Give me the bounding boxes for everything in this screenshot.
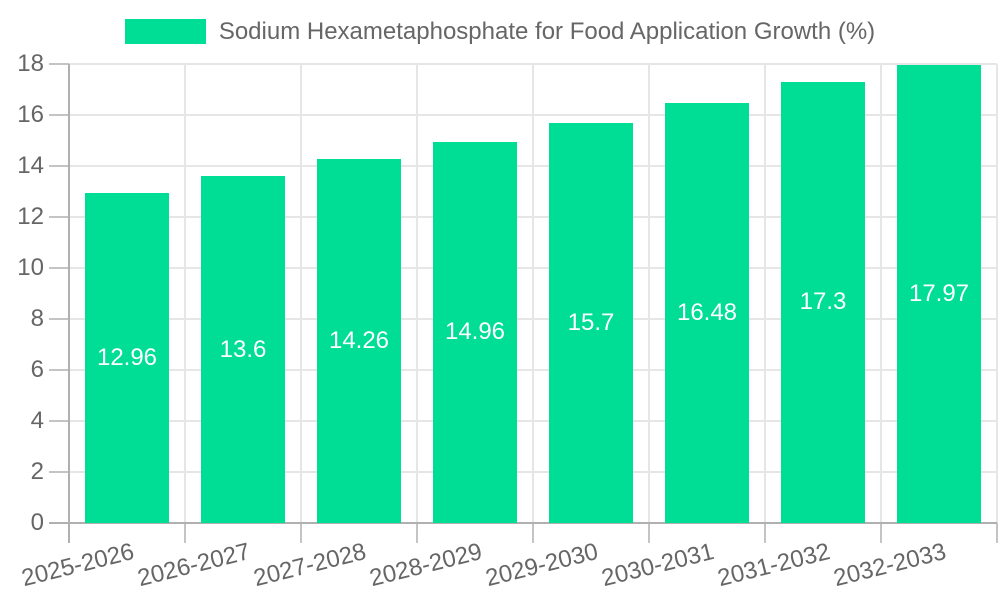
bar-value-label: 17.3 xyxy=(799,288,847,316)
bar xyxy=(317,159,401,523)
x-gridline xyxy=(300,64,302,523)
y-tick-label: 16 xyxy=(17,101,44,128)
x-gridline xyxy=(764,64,766,523)
x-tick xyxy=(648,523,650,543)
x-tick xyxy=(184,523,186,543)
y-tick xyxy=(49,63,69,65)
y-tick xyxy=(49,216,69,218)
y-tick xyxy=(49,420,69,422)
y-tick-label: 8 xyxy=(30,305,44,332)
y-tick xyxy=(49,369,69,371)
bar xyxy=(201,176,285,523)
bar xyxy=(781,81,865,523)
y-tick-label: 12 xyxy=(17,203,44,230)
x-tick xyxy=(532,523,534,543)
x-tick-label: 2028-2029 xyxy=(367,538,486,593)
bar-value-label: 14.26 xyxy=(328,327,390,355)
x-tick-label: 2027-2028 xyxy=(251,538,370,593)
y-tick-label: 2 xyxy=(30,458,44,485)
bar-value-label: 14.96 xyxy=(444,318,506,346)
x-gridline xyxy=(532,64,534,523)
x-tick-label: 2026-2027 xyxy=(135,538,254,593)
x-tick-label: 2032-2033 xyxy=(831,538,950,593)
x-gridline xyxy=(648,64,650,523)
x-tick xyxy=(300,523,302,543)
bar xyxy=(897,64,981,523)
bar xyxy=(85,192,169,523)
x-axis-line xyxy=(49,522,997,524)
x-tick-label: 2031-2032 xyxy=(715,538,834,593)
y-tick-label: 4 xyxy=(30,407,44,434)
x-tick-label: 2030-2031 xyxy=(599,538,718,593)
legend-swatch xyxy=(124,19,206,44)
x-tick-label: 2025-2026 xyxy=(19,538,138,593)
y-tick-label: 6 xyxy=(30,356,44,383)
y-tick-label: 10 xyxy=(17,254,44,281)
x-tick xyxy=(416,523,418,543)
y-tick-label: 0 xyxy=(30,509,44,536)
legend-label: Sodium Hexametaphosphate for Food Applic… xyxy=(218,18,876,45)
bar xyxy=(433,141,517,523)
y-tick xyxy=(49,471,69,473)
x-tick-label: 2029-2030 xyxy=(483,538,602,593)
bar-value-label: 16.48 xyxy=(676,298,738,326)
y-tick-label: 14 xyxy=(17,152,44,179)
bar-value-label: 17.97 xyxy=(908,279,970,307)
y-tick xyxy=(49,114,69,116)
bar-value-label: 13.6 xyxy=(219,335,267,363)
y-axis-line xyxy=(68,64,70,543)
y-tick-label: 18 xyxy=(17,50,44,77)
x-gridline xyxy=(184,64,186,523)
bar xyxy=(549,122,633,523)
bar-value-label: 15.7 xyxy=(567,308,615,336)
bar-value-label: 12.96 xyxy=(96,343,158,371)
x-gridline xyxy=(880,64,882,523)
y-tick xyxy=(49,165,69,167)
bar xyxy=(665,102,749,523)
chart-legend[interactable]: Sodium Hexametaphosphate for Food Applic… xyxy=(0,19,1000,44)
x-tick xyxy=(996,523,998,543)
x-tick xyxy=(880,523,882,543)
y-tick xyxy=(49,267,69,269)
y-tick xyxy=(49,318,69,320)
x-gridline xyxy=(416,64,418,523)
x-gridline xyxy=(996,64,998,523)
x-tick xyxy=(764,523,766,543)
